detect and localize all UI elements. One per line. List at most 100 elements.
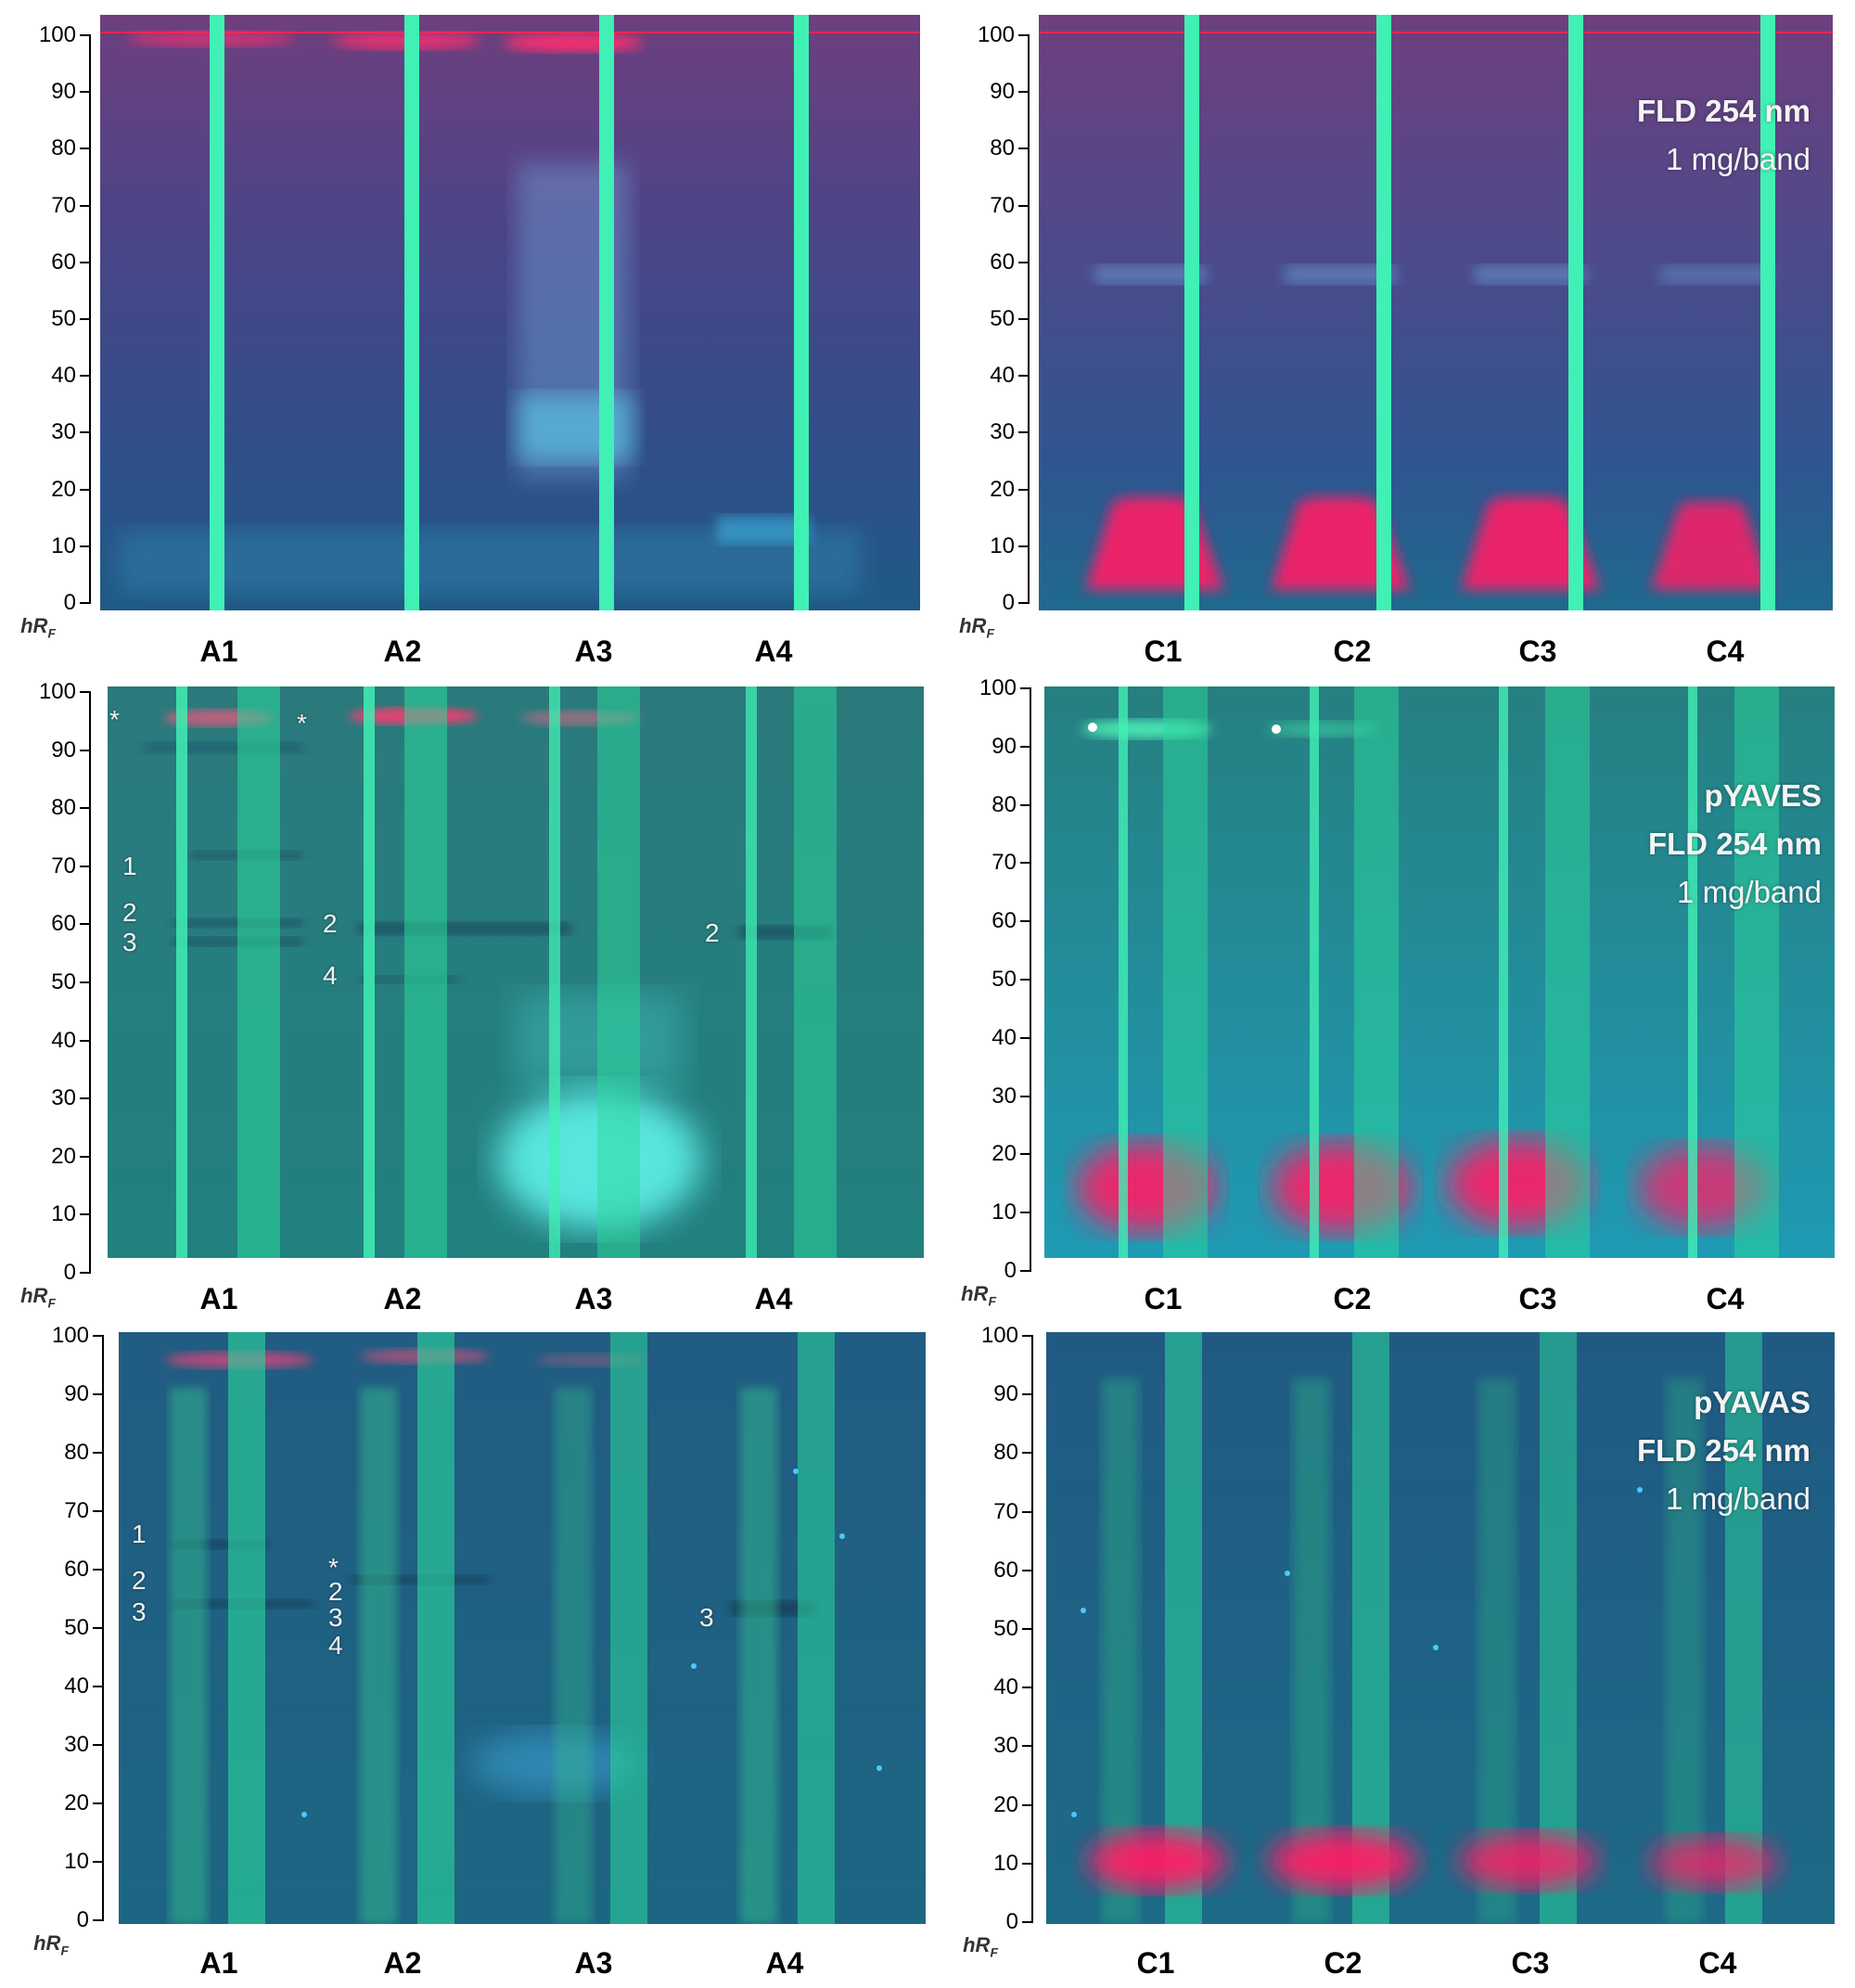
lane-label-row1-left-4: A4	[754, 635, 793, 668]
plate-image-row1-right	[1039, 15, 1833, 610]
plate-image-row3-right	[1046, 1332, 1835, 1924]
axis-row1-left: 100 90 80 70 60 50 40 30 20 10 0 hRF	[0, 0, 96, 640]
axis-tick-label: 100	[38, 679, 76, 704]
axis-tick-label: 60	[64, 1557, 89, 1582]
axis-tick-mark	[1022, 1393, 1033, 1396]
axis-tick-mark	[1018, 261, 1030, 263]
caption-line: pYAVES	[1704, 778, 1822, 813]
axis-tick-mark	[80, 1272, 91, 1274]
axis-tick-mark	[1018, 488, 1030, 491]
axis-tick-mark	[1020, 1095, 1031, 1097]
axis-tick-mark	[93, 1744, 104, 1746]
axis-tick-mark	[1018, 204, 1030, 207]
axis-tick-label: 70	[51, 853, 76, 879]
axis-tick-label: 0	[1004, 1258, 1017, 1283]
axis-unit-subscript: F	[60, 1943, 69, 1958]
axis-tick-label: 0	[76, 1907, 89, 1932]
lane-label-row3-right-3: C3	[1511, 1946, 1550, 1980]
axis-tick-mark	[80, 749, 91, 751]
axis-tick-label: 80	[991, 791, 1017, 817]
axis-tick-mark	[1018, 318, 1030, 320]
axis-tick-label: 10	[51, 1201, 76, 1227]
axis-tick-mark	[1018, 91, 1030, 94]
lane-label-row3-left-2: A2	[383, 1946, 422, 1980]
axis-tick-label: 80	[51, 135, 76, 161]
axis-tick-label: 100	[980, 1323, 1018, 1348]
band-label-star: *	[328, 1553, 339, 1582]
axis-tick-mark	[1022, 1510, 1033, 1513]
lane-label-row1-right-2: C2	[1333, 635, 1372, 668]
axis-tick-mark	[1018, 34, 1030, 36]
axis-tick-label: 70	[993, 1498, 1018, 1524]
plate-image-row3-left	[119, 1332, 926, 1924]
lane-label-row3-right-1: C1	[1136, 1946, 1175, 1980]
axis-tick-label: 100	[51, 1323, 89, 1348]
axis-tick-label: 40	[991, 1024, 1017, 1050]
lane-label-row2-left-3: A3	[574, 1282, 613, 1315]
axis-tick-mark	[1020, 1212, 1031, 1214]
axis-tick-mark	[1022, 1745, 1033, 1748]
axis-tick-mark	[93, 1919, 104, 1921]
axis-tick-mark	[1018, 147, 1030, 150]
axis-tick-mark	[1020, 1270, 1031, 1272]
band-label-3: 3	[132, 1597, 147, 1626]
lane-label-row1-right-1: C1	[1144, 635, 1183, 668]
axis-tick-label: 10	[51, 532, 76, 558]
axis-tick-label: 40	[51, 363, 76, 389]
axis-tick-mark	[80, 1213, 91, 1216]
axis-tick-label: 60	[990, 249, 1015, 275]
caption-row1-right: FLD 254 nm 1 mg/band	[1637, 87, 1810, 184]
axis-tick-label: 30	[993, 1733, 1018, 1759]
axis-tick-label: 90	[64, 1381, 89, 1406]
plate-image-row2-left	[108, 686, 924, 1258]
axis-tick-label: 40	[51, 1027, 76, 1053]
axis-tick-label: 20	[51, 476, 76, 502]
axis-tick-label: 100	[977, 22, 1015, 47]
axis-tick-mark	[1022, 1862, 1033, 1865]
axis-tick-label: 100	[979, 675, 1017, 700]
axis-tick-mark	[80, 865, 91, 867]
axis-tick-mark	[1022, 1921, 1033, 1923]
axis-tick-label: 30	[51, 1085, 76, 1111]
axis-tick-label: 90	[51, 737, 76, 763]
band-label-4: 4	[328, 1631, 343, 1660]
axis-tick-mark	[80, 204, 91, 207]
axis-tick-label: 30	[64, 1732, 89, 1757]
axis-tick-mark	[1022, 1628, 1033, 1630]
axis-tick-label: 60	[991, 908, 1017, 934]
band-label-2: 2	[705, 918, 720, 947]
axis-tick-label: 40	[64, 1674, 89, 1699]
axis-tick-label: 90	[990, 79, 1015, 105]
lane-label-row3-left-1: A1	[199, 1946, 238, 1980]
lane-label-row2-left-4: A4	[754, 1282, 793, 1315]
axis-tick-mark	[80, 91, 91, 94]
axis-tick-label: 10	[990, 532, 1015, 558]
caption-line: pYAVAS	[1694, 1385, 1810, 1419]
band-label-star: *	[297, 709, 307, 737]
band-label-1: 1	[122, 852, 137, 880]
axis-tick-mark	[80, 981, 91, 983]
axis-unit-label: hRF	[20, 614, 56, 641]
axis-tick-mark	[1018, 602, 1030, 604]
axis-tick-mark	[80, 1039, 91, 1042]
axis-tick-label: 60	[51, 249, 76, 275]
axis-tick-label: 90	[993, 1381, 1018, 1407]
axis-tick-mark	[80, 923, 91, 926]
axis-tick-mark	[80, 488, 91, 491]
axis-tick-mark	[80, 318, 91, 320]
axis-tick-mark	[93, 1510, 104, 1512]
axis-tick-label: 10	[993, 1850, 1018, 1876]
lane-label-row2-left-2: A2	[383, 1282, 422, 1315]
axis-tick-label: 10	[991, 1199, 1017, 1225]
axis-tick-mark	[93, 1686, 104, 1687]
axis-tick-mark	[80, 375, 91, 378]
lane-label-row1-left-1: A1	[199, 635, 238, 668]
axis-tick-mark	[1018, 375, 1030, 378]
axis-tick-label: 50	[64, 1615, 89, 1640]
band-label-star: *	[109, 705, 120, 734]
axis-tick-label: 70	[64, 1498, 89, 1523]
axis-row1-right: 100 90 80 70 60 50 40 30 20 10 0 hRF	[939, 0, 1035, 640]
lane-label-row2-right-2: C2	[1333, 1282, 1372, 1315]
axis-unit-subscript: F	[990, 1944, 998, 1960]
axis-tick-mark	[93, 1452, 104, 1454]
